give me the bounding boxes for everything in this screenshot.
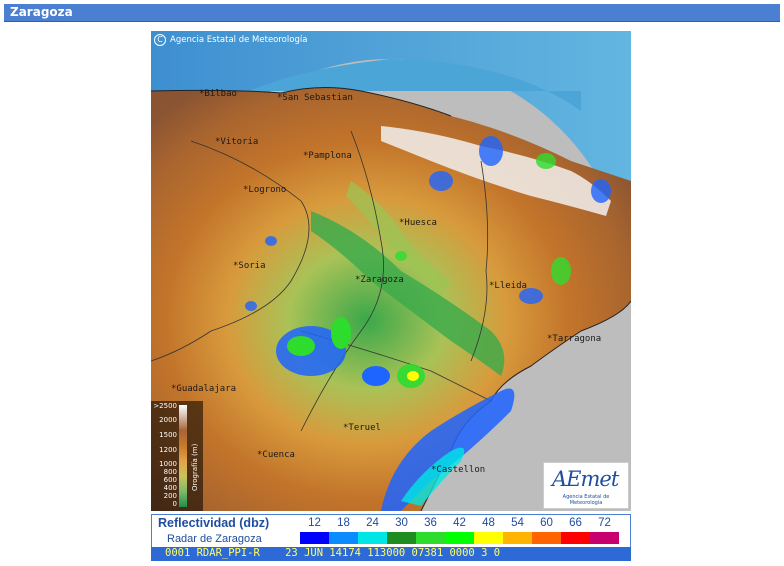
orography-tick: >2500 (153, 402, 177, 410)
scale-value: 12 (308, 517, 321, 529)
scale-swatch (387, 532, 416, 544)
city-label: Tarragona (547, 334, 601, 344)
city-label: Guadalajara (171, 384, 236, 394)
city-label: Logrono (243, 185, 286, 195)
orography-color-bar (179, 405, 187, 507)
orography-tick: 600 (163, 476, 177, 484)
scale-value: 36 (424, 517, 437, 529)
mediterranean-area (421, 301, 631, 511)
status-line: 0001 RDAR_PPI-R 23 JUN 14174 113000 0738… (151, 547, 631, 561)
city-label: San Sebastian (277, 93, 352, 103)
scale-value: 72 (598, 517, 611, 529)
bay-of-biscay (211, 59, 581, 111)
scale-swatch (561, 532, 590, 544)
region-border (470, 160, 489, 362)
orography-title: Orografía (m) (191, 443, 199, 491)
precipitation-echoes (245, 136, 611, 511)
scale-value: 54 (511, 517, 524, 529)
orography-tick: 2000 (159, 416, 177, 424)
city-label: Bilbao (199, 89, 237, 99)
legend-subtitle: Radar de Zaragoza (167, 533, 262, 545)
window-title-bar: Zaragoza (4, 4, 780, 22)
scale-value: 60 (540, 517, 553, 529)
scale-swatch (358, 532, 387, 544)
aemet-logo: AEmet Agencia Estatal de Meteorología (543, 462, 629, 509)
city-label: Castellon (431, 465, 485, 475)
city-label: Teruel (343, 423, 381, 433)
ebro-valley (311, 211, 505, 376)
scale-value: 30 (395, 517, 408, 529)
scale-value: 18 (337, 517, 350, 529)
scale-swatch (416, 532, 445, 544)
city-label: Zaragoza (355, 275, 403, 285)
scale-value: 66 (569, 517, 582, 529)
scale-swatch (590, 532, 619, 544)
scale-swatch (474, 532, 503, 544)
orography-tick: 1000 (159, 460, 177, 468)
orography-legend: >2500 2000 1500 1200 1000 800 600 400 20… (151, 401, 203, 511)
window-title: Zaragoza (10, 5, 73, 19)
city-label: Soria (233, 261, 265, 271)
region-border (151, 140, 310, 362)
city-label: Huesca (399, 218, 437, 228)
orography-tick: 1200 (159, 446, 177, 454)
status-text: 0001 RDAR_PPI-R 23 JUN 14174 113000 0738… (165, 547, 501, 559)
pyrenees-snow (381, 126, 611, 216)
copyright-text: Agencia Estatal de Meteorología (170, 35, 308, 45)
reflectivity-legend: Reflectividad (dbz) Radar de Zaragoza 12… (151, 514, 631, 549)
region-border (300, 130, 384, 432)
copyright-icon: C (154, 34, 166, 46)
radar-map: C Agencia Estatal de Meteorología Bilbao… (151, 31, 631, 511)
scale-value: 48 (482, 517, 495, 529)
scale-swatch (329, 532, 358, 544)
scale-value: 24 (366, 517, 379, 529)
valley-lowlands (346, 181, 451, 296)
orography-tick: 200 (163, 492, 177, 500)
orography-tick: 0 (172, 500, 177, 508)
scale-swatch (445, 532, 474, 544)
city-label: Cuenca (257, 450, 295, 460)
scale-swatch (532, 532, 561, 544)
city-label: Lleida (489, 281, 527, 291)
orography-tick: 800 (163, 468, 177, 476)
legend-title: Reflectividad (dbz) (158, 516, 270, 530)
orography-tick: 1500 (159, 431, 177, 439)
map-copyright: C Agencia Estatal de Meteorología (154, 34, 307, 46)
city-label: Vitoria (215, 137, 258, 147)
scale-swatch (300, 532, 329, 544)
orography-tick: 400 (163, 484, 177, 492)
aemet-logo-subtitle: Agencia Estatal de Meteorología (562, 494, 610, 506)
aemet-logo-mark: AEmet (552, 467, 619, 491)
city-label: Pamplona (303, 151, 351, 161)
scale-value: 42 (453, 517, 466, 529)
radar-map-graphic (151, 31, 631, 511)
scale-swatch (503, 532, 532, 544)
